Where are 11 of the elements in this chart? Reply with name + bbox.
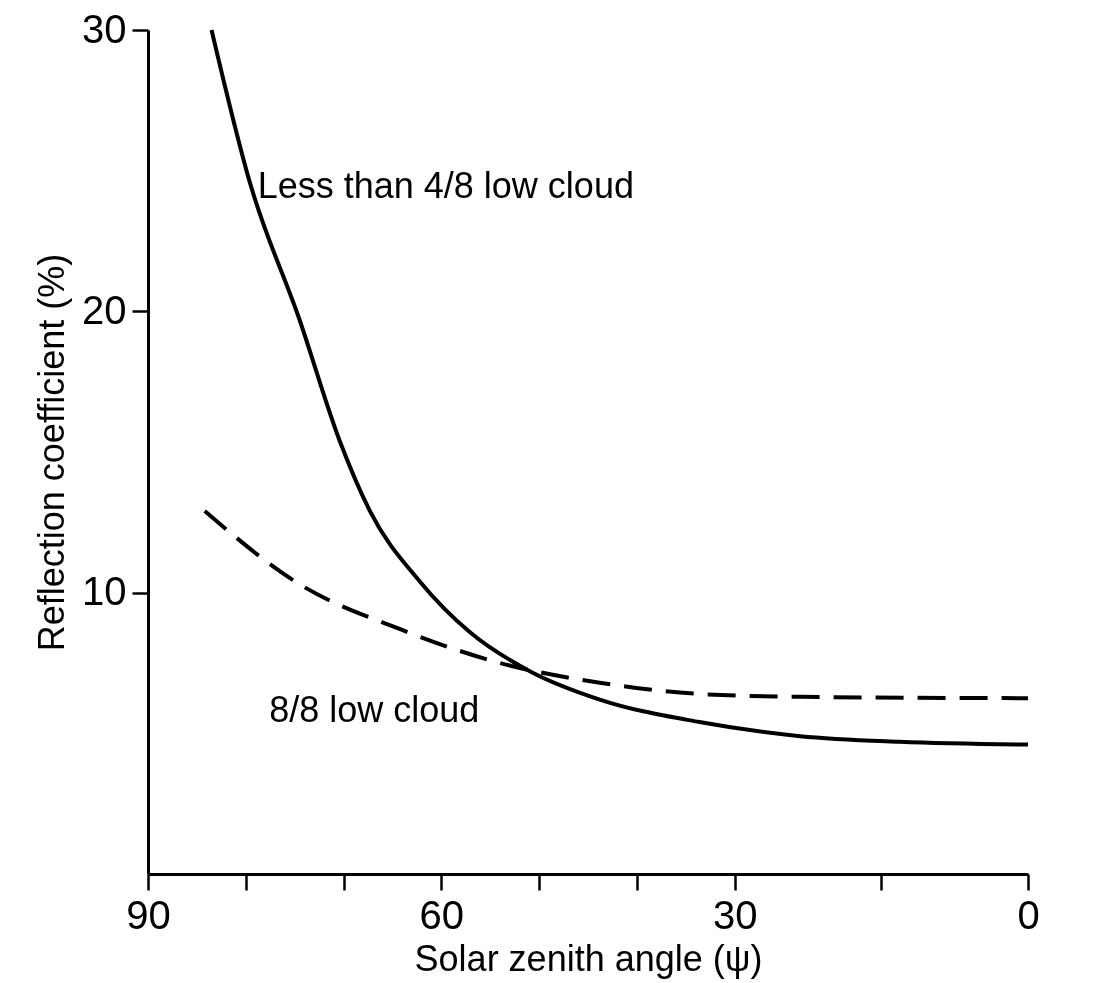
series-label: Less than 4/8 low cloud: [257, 164, 634, 206]
x-tick-label: 0: [1017, 892, 1040, 937]
x-tick-label: 60: [419, 892, 465, 937]
y-tick-label: 30: [82, 6, 127, 51]
x-tick-label: 30: [712, 892, 758, 937]
series-label: 8/8 low cloud: [269, 689, 480, 731]
x-axis-title: Solar zenith angle (ψ): [414, 937, 763, 979]
y-tick-label: 10: [82, 569, 127, 614]
y-tick-label: 20: [82, 287, 127, 332]
x-tick-label: 90: [126, 892, 171, 937]
y-axis-title: Reflection coefficient (%): [31, 253, 73, 652]
